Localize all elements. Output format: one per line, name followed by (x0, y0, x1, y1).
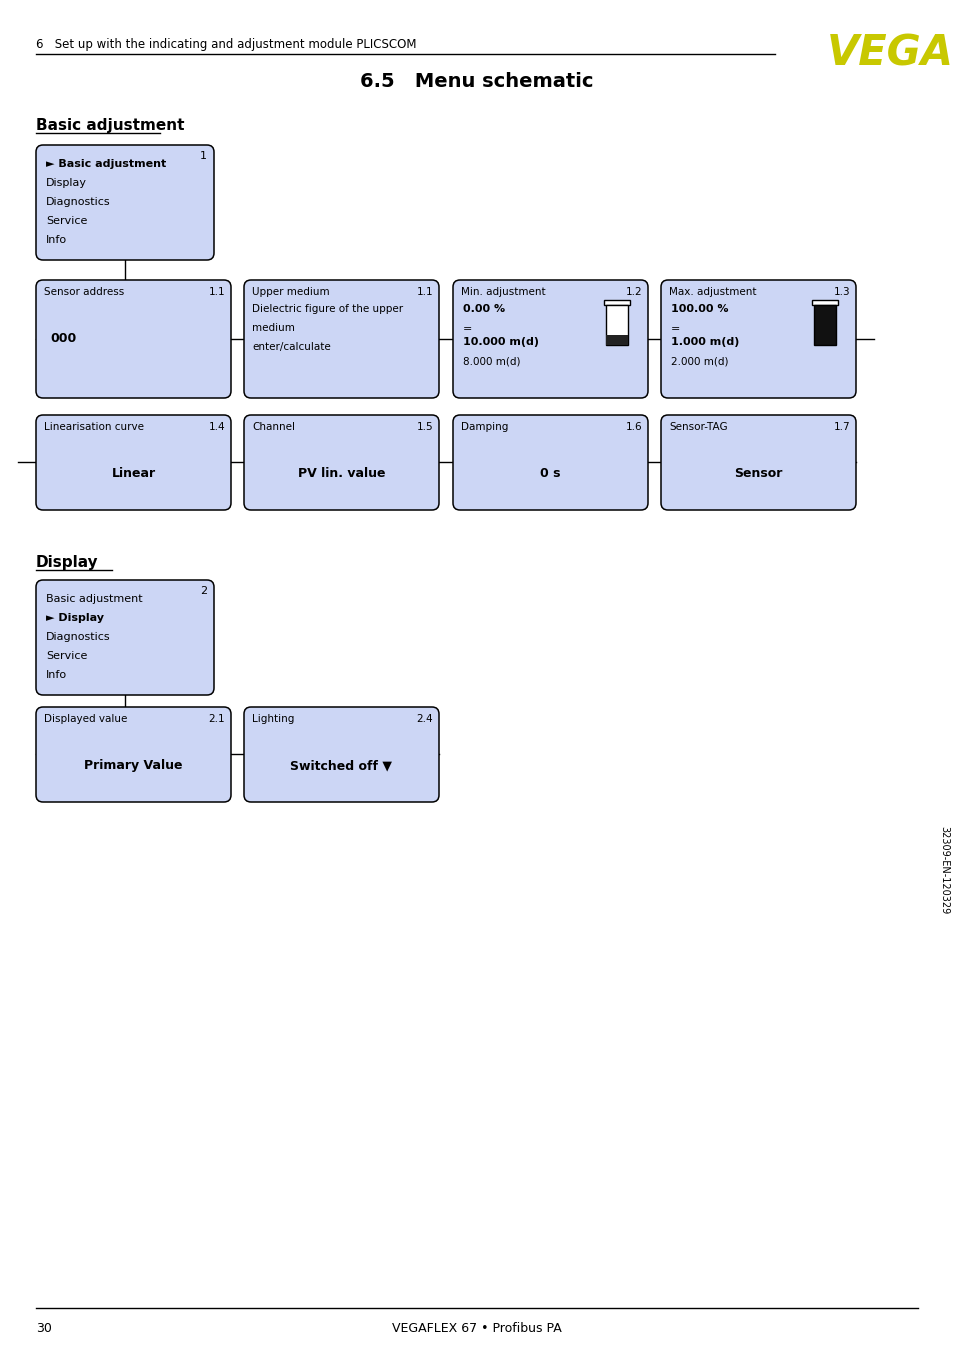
FancyBboxPatch shape (244, 280, 438, 398)
FancyBboxPatch shape (244, 707, 438, 802)
Text: Service: Service (46, 651, 88, 661)
Text: Info: Info (46, 236, 67, 245)
Text: Switched off ▼: Switched off ▼ (291, 760, 392, 772)
Text: 100.00 %: 100.00 % (670, 305, 728, 314)
Text: 6.5   Menu schematic: 6.5 Menu schematic (360, 72, 593, 91)
Text: ► Basic adjustment: ► Basic adjustment (46, 158, 166, 169)
Text: ► Display: ► Display (46, 613, 104, 623)
Text: 2.1: 2.1 (208, 714, 225, 724)
FancyBboxPatch shape (453, 280, 647, 398)
Text: enter/calculate: enter/calculate (252, 343, 331, 352)
Text: Upper medium: Upper medium (252, 287, 330, 297)
FancyBboxPatch shape (36, 580, 213, 695)
FancyBboxPatch shape (36, 145, 213, 260)
Bar (605, 334, 627, 345)
Text: 000: 000 (50, 332, 76, 345)
FancyBboxPatch shape (36, 414, 231, 510)
Text: 32309-EN-120329: 32309-EN-120329 (938, 826, 948, 914)
Text: 1.000 m(d): 1.000 m(d) (670, 337, 739, 347)
Text: Linear: Linear (112, 467, 155, 481)
FancyBboxPatch shape (453, 414, 647, 510)
Text: 1.5: 1.5 (416, 422, 433, 432)
Text: Basic adjustment: Basic adjustment (46, 594, 143, 604)
Text: =: = (670, 324, 679, 334)
Text: Sensor: Sensor (734, 467, 781, 481)
Text: Sensor-TAG: Sensor-TAG (668, 422, 727, 432)
FancyBboxPatch shape (36, 707, 231, 802)
Bar (603, 301, 629, 305)
Text: 1.1: 1.1 (416, 287, 433, 297)
Text: Service: Service (46, 217, 88, 226)
Text: Channel: Channel (252, 422, 294, 432)
Text: 2: 2 (200, 586, 207, 596)
Text: 2.000 m(d): 2.000 m(d) (670, 356, 728, 366)
Bar (605, 305, 627, 345)
Text: 1.6: 1.6 (625, 422, 641, 432)
Text: 10.000 m(d): 10.000 m(d) (462, 337, 538, 347)
Text: Sensor address: Sensor address (44, 287, 124, 297)
Text: Display: Display (36, 555, 98, 570)
FancyBboxPatch shape (244, 414, 438, 510)
FancyBboxPatch shape (660, 414, 855, 510)
Text: 30: 30 (36, 1322, 51, 1335)
Text: Basic adjustment: Basic adjustment (36, 118, 184, 133)
FancyBboxPatch shape (660, 280, 855, 398)
Text: Linearisation curve: Linearisation curve (44, 422, 144, 432)
Text: Diagnostics: Diagnostics (46, 632, 111, 642)
Text: Displayed value: Displayed value (44, 714, 128, 724)
FancyBboxPatch shape (36, 280, 231, 398)
Text: Info: Info (46, 670, 67, 680)
Text: 1.2: 1.2 (625, 287, 641, 297)
Text: Display: Display (46, 177, 87, 188)
Text: VEGAFLEX 67 • Profibus PA: VEGAFLEX 67 • Profibus PA (392, 1322, 561, 1335)
Bar (813, 305, 835, 345)
Text: medium: medium (252, 324, 294, 333)
Text: =: = (462, 324, 472, 334)
Text: 8.000 m(d): 8.000 m(d) (462, 356, 520, 366)
Text: Max. adjustment: Max. adjustment (668, 287, 756, 297)
Text: Dielectric figure of the upper: Dielectric figure of the upper (252, 305, 403, 314)
Text: Min. adjustment: Min. adjustment (460, 287, 545, 297)
Bar (811, 301, 837, 305)
Text: 1.3: 1.3 (833, 287, 849, 297)
Text: 0.00 %: 0.00 % (462, 305, 504, 314)
Text: 2.4: 2.4 (416, 714, 433, 724)
Text: VEGA: VEGA (825, 32, 952, 74)
Text: Damping: Damping (460, 422, 508, 432)
Text: 0 s: 0 s (539, 467, 560, 481)
Text: PV lin. value: PV lin. value (297, 467, 385, 481)
Text: 1.4: 1.4 (208, 422, 225, 432)
Text: 1.7: 1.7 (833, 422, 849, 432)
Text: 6   Set up with the indicating and adjustment module PLICSCOM: 6 Set up with the indicating and adjustm… (36, 38, 416, 51)
Text: Diagnostics: Diagnostics (46, 196, 111, 207)
Text: 1.1: 1.1 (208, 287, 225, 297)
Text: Lighting: Lighting (252, 714, 294, 724)
Text: 1: 1 (200, 152, 207, 161)
Text: Primary Value: Primary Value (84, 760, 183, 772)
